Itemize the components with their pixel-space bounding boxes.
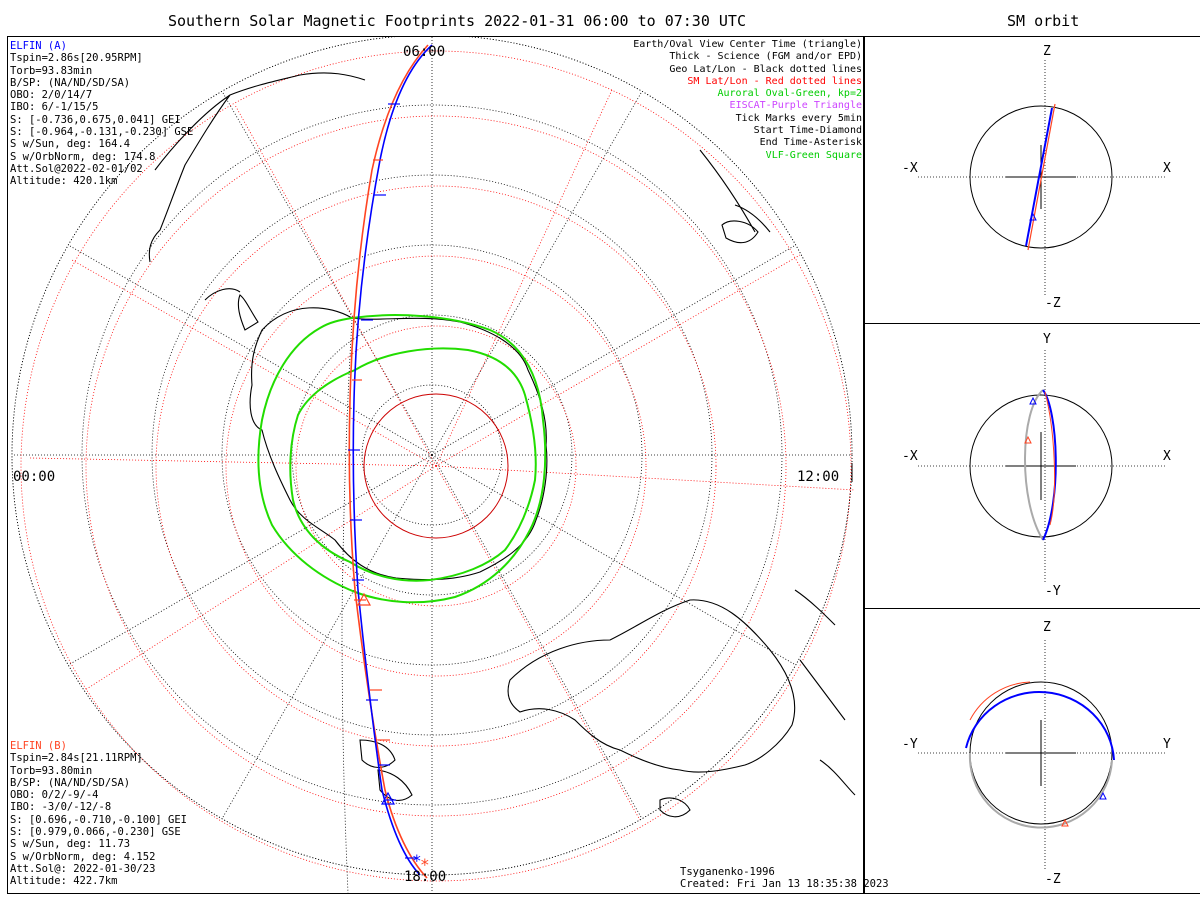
orbit-yz-elfin-a xyxy=(965,691,1115,761)
orbit-panel-xz xyxy=(918,60,1165,295)
elfin-b-line: Altitude: 422.7km xyxy=(10,875,118,888)
geo-lon-grid xyxy=(12,37,850,893)
orbit-xz-label-bottom: -Z xyxy=(1045,296,1061,311)
elfin-a-line: Altitude: 420.1km xyxy=(10,175,118,188)
legend-entry: VLF-Green Square xyxy=(765,149,862,161)
orbit-yz-triangle-b xyxy=(1061,818,1069,827)
credit-created: Created: Fri Jan 13 18:35:38 2023 xyxy=(680,878,889,891)
time-label-left: 00:00 xyxy=(13,469,56,485)
orbit-panel-xy xyxy=(918,350,1165,582)
orbit-panel-yz xyxy=(918,640,1165,870)
orbit-yz-label-left: -Y xyxy=(902,737,918,752)
orbit-xy-label-right: X xyxy=(1163,449,1171,464)
legend-entry: EISCAT-Purple Triangle xyxy=(729,100,862,112)
elfin-a-line: S w/OrbNorm, deg: 174.8 xyxy=(10,150,156,163)
elfin-a-line: OBO: 2/0/14/7 xyxy=(10,89,93,102)
elfin-a-header: ELFIN (A) xyxy=(10,40,67,52)
elfin-b-track xyxy=(348,44,429,879)
elfin-b-line: OBO: 0/2/-9/-4 xyxy=(10,789,99,802)
legend-entry: Start Time-Diamond xyxy=(753,125,862,137)
orbit-yz-elfin-b xyxy=(969,681,1031,721)
legend-entry: Auroral Oval-Green, kp=2 xyxy=(717,88,863,100)
credit: Tsyganenko-1996 Created: Fri Jan 13 18:3… xyxy=(680,866,889,891)
elfin-a-line: Tspin=2.86s[20.95RPM] xyxy=(10,52,143,65)
elfin-b-line: Torb=93.80min xyxy=(10,764,93,777)
orbit-title: SM orbit xyxy=(1007,12,1080,30)
legend-entry: Tick Marks every 5min xyxy=(735,112,862,124)
elfin-a-line: S w/Sun, deg: 164.4 xyxy=(10,138,131,151)
orbit-xy-elfin-a xyxy=(1042,389,1057,541)
tick-marks-a xyxy=(348,103,417,859)
legend-entry: Thick - Science (FGM and/or EPD) xyxy=(669,51,862,63)
main-title: Southern Solar Magnetic Footprints 2022-… xyxy=(168,12,746,30)
elfin-a-line: IBO: 6/-1/15/5 xyxy=(10,101,99,114)
elfin-b-line: S: [0.696,-0.710,-0.100] GEI xyxy=(10,813,188,826)
elfin-a-info: ELFIN (A) Tspin=2.86s[20.95RPM] Torb=93.… xyxy=(10,40,193,188)
sm-inner-circle xyxy=(363,393,509,539)
orbit-xy-shadow xyxy=(1024,389,1044,541)
elfin-a-line: B/SP: (NA/ND/SD/SA) xyxy=(10,76,131,89)
tick-marks-b xyxy=(352,159,390,741)
map-legend: Earth/Oval View Center Time (triangle) T… xyxy=(633,39,862,162)
elfin-b-line: S w/Sun, deg: 11.73 xyxy=(10,838,131,851)
view-center-triangle-a xyxy=(380,791,396,805)
elfin-a-line: Att.Sol@2022-02-01/02 xyxy=(10,162,143,175)
end-asterisk-b: * xyxy=(420,855,430,874)
end-asterisk-a: * xyxy=(412,851,422,870)
map-boundary xyxy=(11,37,853,876)
elfin-b-line: B/SP: (NA/ND/SD/SA) xyxy=(10,776,131,789)
legend-entry: SM Lat/Lon - Red dotted lines xyxy=(687,75,862,87)
elfin-b-header: ELFIN (B) xyxy=(10,740,67,752)
time-label-right: 12:00 xyxy=(797,469,840,485)
orbit-xy-triangle-a xyxy=(1029,396,1037,405)
elfin-a-track xyxy=(352,44,433,876)
orbit-xy-label-top: Y xyxy=(1043,332,1051,347)
credit-model: Tsyganenko-1996 xyxy=(680,866,775,878)
elfin-b-line: Att.Sol@: 2022-01-30/23 xyxy=(10,862,156,875)
orbit-yz-shadow xyxy=(968,752,1113,829)
time-label-bottom: 18:00 xyxy=(404,869,447,885)
orbit-panel-yz-frame xyxy=(864,608,1200,894)
view-center-triangle-b xyxy=(356,592,372,606)
elfin-b-line: S: [0.979,0.066,-0.230] GSE xyxy=(10,826,181,839)
orbit-xz-elfin-a xyxy=(1025,107,1053,247)
sm-lon-grid xyxy=(29,89,856,821)
coastlines xyxy=(148,72,856,818)
legend-entry: End Time-Asterisk xyxy=(759,137,862,149)
orbit-xz-triangle xyxy=(1029,212,1037,221)
orbit-xy-elfin-b xyxy=(1044,391,1056,526)
orbit-yz-label-bottom: -Z xyxy=(1045,872,1061,887)
auroral-oval-outer xyxy=(257,314,547,604)
legend-entry: Earth/Oval View Center Time (triangle) xyxy=(633,39,862,50)
elfin-b-line: IBO: -3/0/-12/-8 xyxy=(10,801,112,814)
orbit-xy-label-bottom: -Y xyxy=(1045,584,1061,599)
elfin-a-line: S: [-0.736,0.675,0.041] GEI xyxy=(10,113,181,126)
orbit-xy-triangle-b xyxy=(1024,435,1032,444)
orbit-xz-label-left: -X xyxy=(902,161,918,176)
orbit-xy-label-left: -X xyxy=(902,449,918,464)
geo-footprint-shadow xyxy=(341,319,353,893)
elfin-a-line: S: [-0.964,-0.131,-0.230] GSE xyxy=(10,126,194,139)
sm-lat-grid xyxy=(20,50,852,882)
orbit-xz-elfin-b xyxy=(1027,103,1056,251)
elfin-b-info: ELFIN (B) Tspin=2.84s[21.11RPM] Torb=93.… xyxy=(10,740,187,888)
orbit-xz-label-top: Z xyxy=(1043,44,1051,59)
elfin-b-line: S w/OrbNorm, deg: 4.152 xyxy=(10,850,156,863)
elfin-b-line: Tspin=2.84s[21.11RPM] xyxy=(10,752,143,765)
orbit-yz-triangle-a xyxy=(1099,791,1107,800)
orbit-yz-label-right: Y xyxy=(1163,737,1171,752)
orbit-yz-label-top: Z xyxy=(1043,620,1051,635)
orbit-xz-label-right: X xyxy=(1163,161,1171,176)
map-frame xyxy=(7,36,864,894)
elfin-a-line: Torb=93.83min xyxy=(10,64,93,77)
legend-entry: Geo Lat/Lon - Black dotted lines xyxy=(669,63,862,75)
time-label-top: 06:00 xyxy=(403,44,446,60)
auroral-oval-inner xyxy=(289,347,537,582)
